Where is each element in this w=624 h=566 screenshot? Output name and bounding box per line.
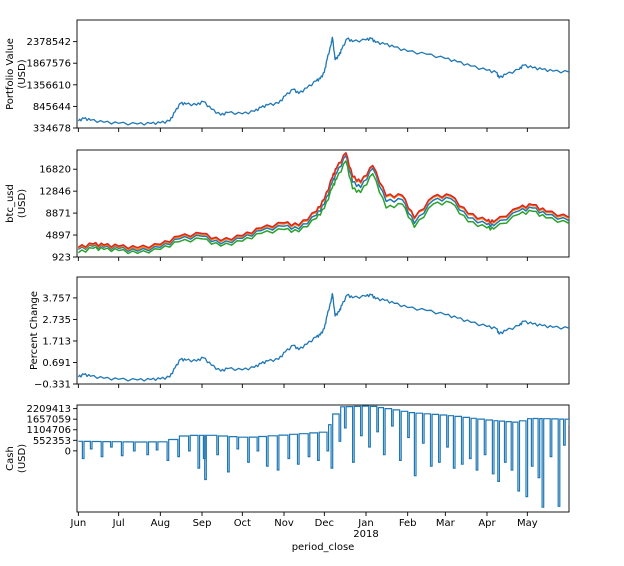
axes-frame xyxy=(76,19,570,129)
y-axis-label-line: (USD) xyxy=(17,444,28,473)
series-line-cash xyxy=(78,405,569,508)
y-tick-label: 0.691 xyxy=(42,358,71,369)
series-line-0 xyxy=(77,292,569,382)
x-axis: Jun Jul Aug Sep Oct Nov Dec Jan Feb Mar Apr May 2018… xyxy=(70,518,538,553)
y-axis-label-line: (USD) xyxy=(17,189,28,218)
y-tick-label: 1.713 xyxy=(42,336,71,347)
y-axis-label-line: Cash xyxy=(5,446,16,471)
axes-frame xyxy=(76,149,570,258)
x-tick-label: Oct xyxy=(234,518,251,529)
y-tick-label: 2209413 xyxy=(26,404,71,415)
axes-frame xyxy=(76,404,570,513)
y-tick-label: 0 xyxy=(65,446,71,457)
y-tick-label: 8871 xyxy=(46,209,71,220)
x-tick-label: Jul xyxy=(112,518,125,529)
y-tick-label: 16820 xyxy=(39,165,71,176)
x-tick-label: Sep xyxy=(193,518,212,529)
y-axis-label: btc_usd(USD) xyxy=(5,184,28,223)
y-axis-label-line: Portfolio Value xyxy=(5,38,16,110)
y-tick-label: 552353 xyxy=(33,436,71,447)
series-line-2 xyxy=(77,160,569,255)
btc-usd-panel: 923 4897 8871 12846 16820 btc_usd(USD) xyxy=(5,149,570,264)
y-tick-label: 4897 xyxy=(46,231,71,242)
y-tick-label: 3.757 xyxy=(42,293,71,304)
x-tick-label: Apr xyxy=(478,518,496,529)
series-line-0 xyxy=(77,154,569,253)
series-line-0 xyxy=(77,36,569,126)
y-axis-label-line: btc_usd xyxy=(5,184,16,223)
x-tick-label: Mar xyxy=(436,518,456,529)
y-axis-label-line: Percent Change xyxy=(29,291,40,370)
y-tick-label: 1657059 xyxy=(26,415,71,426)
y-axis-label-line: (USD) xyxy=(17,59,28,88)
x-tick-label: May xyxy=(517,518,538,529)
x-tick-label: Jun xyxy=(70,518,87,529)
x-tick-label: Dec xyxy=(315,518,334,529)
y-tick-label: 845644 xyxy=(33,102,71,113)
x-tick-label: Feb xyxy=(399,518,417,529)
portfolio-value-panel: 334678845644135661018675762378542Portfol… xyxy=(5,19,570,135)
series-line-3 xyxy=(77,152,569,250)
axes-frame xyxy=(76,276,570,385)
y-tick-label: 12846 xyxy=(39,187,71,198)
x-tick-year-label: 2018 xyxy=(353,529,378,540)
y-tick-label: 1867576 xyxy=(26,59,71,70)
y-axis-label: Portfolio Value(USD) xyxy=(5,38,28,110)
series-line-1 xyxy=(77,152,569,251)
y-tick-label: −0.331 xyxy=(34,380,71,391)
y-tick-label: 334678 xyxy=(33,124,71,135)
x-tick-label: Nov xyxy=(274,518,294,529)
y-tick-label: 923 xyxy=(52,253,71,264)
x-axis-label: period_close xyxy=(292,542,355,553)
y-axis-label: Percent Change xyxy=(29,291,40,370)
y-tick-label: 2378542 xyxy=(26,37,71,48)
y-tick-label: 1356610 xyxy=(26,80,71,91)
x-tick-label: Jan xyxy=(357,518,373,529)
x-tick-label: Aug xyxy=(151,518,171,529)
y-tick-label: 2.735 xyxy=(42,315,71,326)
y-tick-label: 1104706 xyxy=(26,425,71,436)
y-axis-label: Cash(USD) xyxy=(5,444,28,473)
